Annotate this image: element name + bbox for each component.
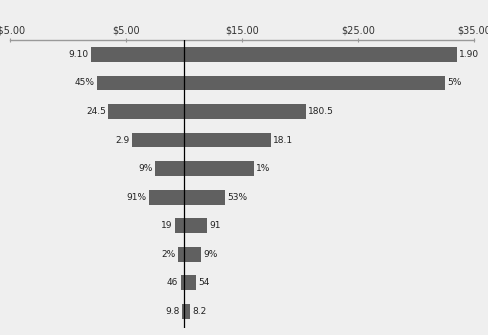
Text: 2.9: 2.9 <box>115 136 129 144</box>
Bar <box>108 104 305 119</box>
Text: 9.10: 9.10 <box>68 50 89 59</box>
Bar <box>155 161 253 176</box>
Text: 45%: 45% <box>74 78 94 87</box>
Text: 9%: 9% <box>203 250 218 259</box>
Text: 46: 46 <box>166 278 178 287</box>
Text: 1%: 1% <box>256 164 270 173</box>
Text: 8.2: 8.2 <box>192 307 206 316</box>
Text: 1.90: 1.90 <box>458 50 478 59</box>
Text: 53%: 53% <box>226 193 246 202</box>
Bar <box>180 275 195 290</box>
Bar <box>178 247 201 262</box>
Text: 24.5: 24.5 <box>86 107 106 116</box>
Text: 9.8: 9.8 <box>165 307 180 316</box>
Text: 91: 91 <box>209 221 221 230</box>
Bar <box>91 47 456 62</box>
Bar <box>131 133 270 147</box>
Bar <box>149 190 224 204</box>
Text: 2%: 2% <box>161 250 176 259</box>
Text: 180.5: 180.5 <box>307 107 333 116</box>
Text: 18.1: 18.1 <box>273 136 293 144</box>
Text: 19: 19 <box>161 221 172 230</box>
Text: 91%: 91% <box>126 193 146 202</box>
Bar <box>182 304 189 319</box>
Text: 5%: 5% <box>447 78 461 87</box>
Text: 9%: 9% <box>138 164 152 173</box>
Text: 54: 54 <box>198 278 209 287</box>
Bar <box>97 76 445 90</box>
Bar <box>174 218 207 233</box>
